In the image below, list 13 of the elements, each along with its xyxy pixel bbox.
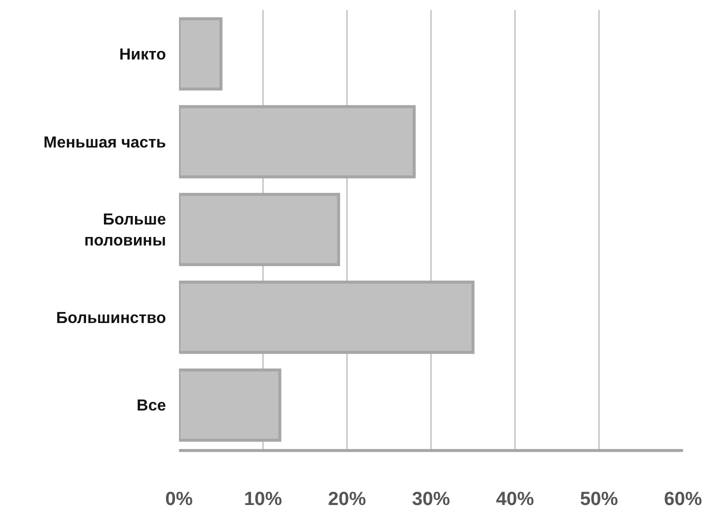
x-tick-label: 30%	[412, 488, 450, 510]
y-tick-label: Все	[136, 398, 166, 415]
x-tick-label: 50%	[580, 488, 618, 510]
x-tick-label: 20%	[328, 488, 366, 510]
x-tick-label: 40%	[496, 488, 534, 510]
bar	[179, 17, 222, 91]
y-tick-label: Меньшая часть	[44, 134, 166, 152]
y-tick-label: Никто	[119, 46, 166, 64]
y-tick-label: Большинство	[56, 310, 166, 327]
x-tick-label: 10%	[244, 488, 282, 510]
x-tick-label: 0%	[165, 488, 193, 510]
x-tick-label: 60%	[664, 488, 702, 510]
y-tick-label: Больше половины	[84, 212, 166, 250]
